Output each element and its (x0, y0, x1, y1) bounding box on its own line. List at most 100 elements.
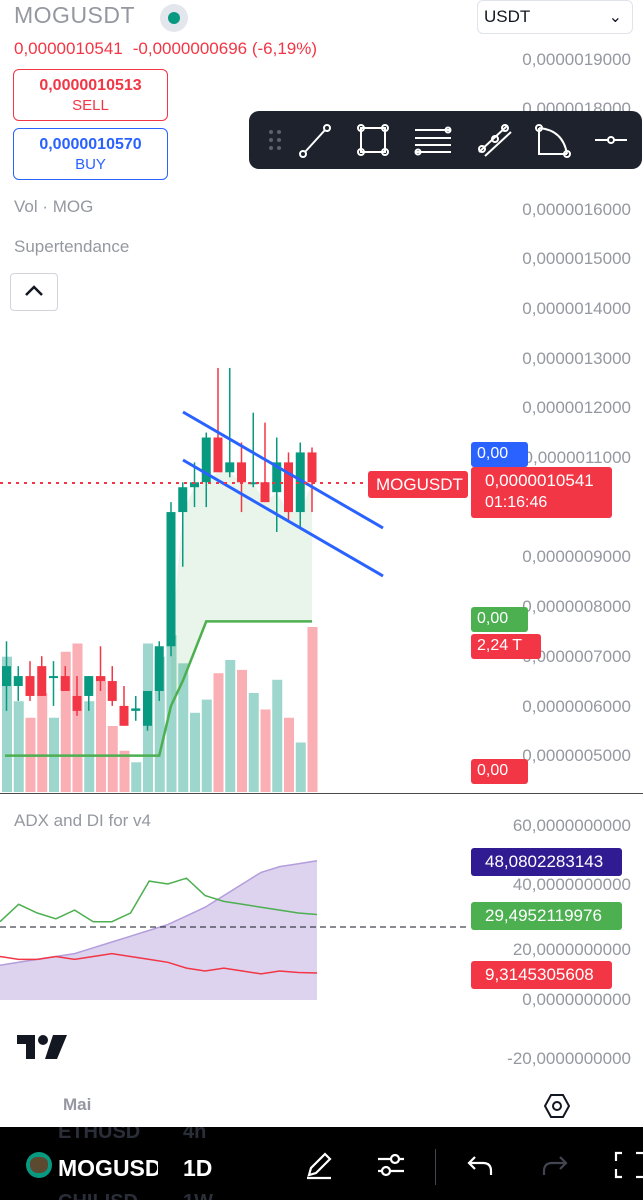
volume-bar (13, 701, 24, 792)
candle-body (178, 487, 188, 513)
di-minus-line (0, 952, 318, 975)
candle-body (143, 690, 152, 726)
price-axis-label: 0,0000009000 (522, 547, 631, 566)
price-axis-label: 0,0000012000 (522, 398, 631, 417)
buy-button[interactable]: 0,0000010570 BUY (13, 128, 168, 180)
trend-line-tool-icon[interactable] (293, 118, 337, 162)
scroll-interval-next: 1W (183, 1191, 213, 1200)
candle-body (248, 482, 258, 485)
candle-body (166, 512, 176, 647)
horizontal-line-tool-icon[interactable] (589, 118, 633, 162)
candle-countdown: 01:16:46 (485, 494, 548, 511)
candle-body (107, 681, 117, 701)
supertrend-legend[interactable]: Supertendance (14, 237, 130, 256)
sell-label: SELL (72, 97, 109, 114)
adx-area (0, 860, 317, 1000)
candle-body (237, 462, 246, 483)
tradingview-logo[interactable] (17, 1035, 67, 1061)
candle-body (96, 676, 105, 682)
candle-body (225, 462, 235, 473)
price-axis-label: 0,0000006000 (522, 697, 631, 716)
volume-bar (96, 676, 106, 792)
last-price: 0,0000010541 (14, 39, 123, 58)
volume-bar (237, 669, 247, 792)
drag-handle-icon[interactable] (253, 118, 281, 162)
market-status-icon (160, 4, 188, 32)
price-axis-label: 0,0000015000 (522, 249, 631, 268)
volume-value-tag: 2,24 T (471, 634, 541, 659)
arc-tool-icon[interactable] (531, 118, 575, 162)
symbol-picker[interactable]: MOGUSDT (58, 1155, 158, 1181)
indicators-icon[interactable] (375, 1149, 407, 1181)
toolbar-separator (435, 1149, 436, 1185)
candle-body (154, 646, 164, 691)
candlesticks (2, 367, 317, 731)
candle-body (72, 695, 82, 711)
volume-bar (284, 717, 294, 792)
currency-select[interactable]: USDT ⌄ (477, 0, 633, 34)
candle-body (60, 676, 70, 691)
volume-bar (260, 709, 271, 792)
volume-bar (60, 651, 71, 792)
volume-bar (72, 643, 83, 792)
adx-series (0, 860, 318, 1000)
volume-bar (307, 627, 318, 792)
candle-body (37, 666, 47, 696)
adx-axis-label: 0,0000000000 (522, 990, 631, 1009)
candle-body (2, 666, 11, 687)
price-axis-label: 0,0000007000 (522, 647, 631, 666)
di-plus-value-tag: 29,4952119976 (471, 902, 622, 930)
candle-body (190, 482, 199, 488)
volume-bar (154, 656, 165, 792)
volume-bar (295, 742, 306, 792)
interval-picker[interactable]: 1D (183, 1155, 213, 1181)
collapse-legend-button[interactable] (10, 273, 58, 311)
current-price: 0,0000010541 (485, 471, 594, 490)
symbol-price-tag: MOGUSDT (368, 471, 468, 498)
candle-body (25, 676, 35, 696)
adx-title[interactable]: ADX and DI for v4 (14, 811, 152, 830)
pane-divider[interactable] (0, 793, 643, 794)
price-chart[interactable] (0, 340, 470, 793)
volume-bar (131, 762, 142, 792)
redo-icon[interactable] (540, 1149, 570, 1181)
symbol-avatar (26, 1152, 52, 1178)
rectangle-tool-icon[interactable] (351, 118, 395, 162)
candle-body (213, 437, 223, 473)
volume-bar (84, 701, 95, 792)
chart-settings-icon[interactable] (543, 1093, 571, 1119)
volume-bar (201, 699, 212, 792)
parallel-channel-tool-icon[interactable] (471, 118, 515, 162)
pencil-icon[interactable] (303, 1149, 335, 1181)
buy-price: 0,0000010570 (39, 136, 142, 153)
volume-bar (225, 660, 236, 792)
volume-bar (166, 635, 177, 792)
sell-button[interactable]: 0,0000010513 SELL (13, 69, 168, 121)
sell-price: 0,0000010513 (39, 77, 142, 94)
volume-bar (119, 750, 130, 792)
price-axis-label: 0,0000008000 (522, 597, 631, 616)
candle-body (13, 676, 23, 687)
red-value-tag: 0,00 (471, 759, 528, 784)
candle-body (201, 437, 211, 483)
channel-lower-line[interactable] (182, 458, 384, 578)
candle-body (84, 676, 94, 696)
fullscreen-icon[interactable] (612, 1149, 643, 1181)
volume-bar (37, 693, 48, 792)
price-axis-label: 0,0000005000 (522, 746, 631, 765)
fib-retracement-tool-icon[interactable] (411, 118, 455, 162)
channel-upper-line[interactable] (182, 410, 384, 530)
adx-chart[interactable] (0, 800, 470, 1020)
price-change: -0,0000000696 (-6,19%) (132, 39, 318, 58)
candle-body (295, 452, 305, 513)
adx-axis-label: 20,0000000000 (512, 940, 631, 959)
supertrend-value-tag: 0,00 (471, 607, 528, 632)
volume-legend[interactable]: Vol · MOG (14, 197, 94, 216)
chevron-up-icon (25, 285, 43, 296)
symbol-title[interactable]: MOGUSDT (14, 2, 136, 28)
undo-icon[interactable] (465, 1149, 495, 1181)
candle-body (49, 676, 58, 679)
adx-axis-label: -20,0000000000 (507, 1049, 631, 1068)
candle-body (284, 462, 293, 513)
supertrend-path (5, 620, 312, 757)
